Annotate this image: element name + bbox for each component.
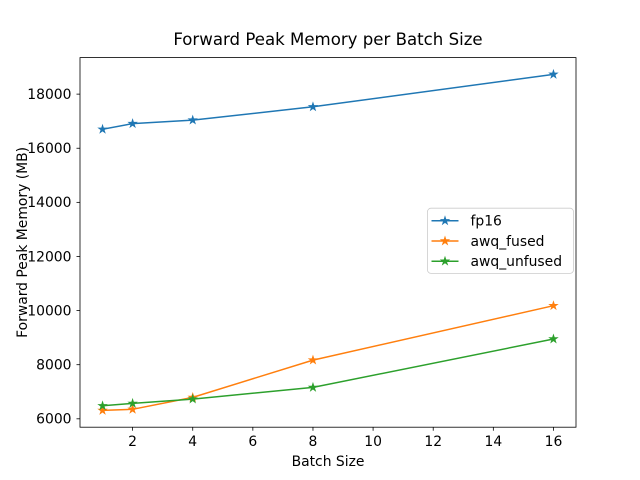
x-tick-label: 10: [364, 434, 382, 450]
data-point-fp16-bs16: [548, 68, 559, 79]
x-tick-label: 14: [484, 434, 502, 450]
data-point-awq_fused-bs8: [307, 354, 319, 365]
legend: fp16 awq_fused awq_unfused: [427, 207, 574, 274]
data-point-fp16-bs8: [307, 101, 319, 112]
chart-title: Forward Peak Memory per Batch Size: [173, 30, 482, 49]
data-point-awq_fused-bs2: [127, 403, 138, 414]
x-axis-ticks: 2 4 6 8 10 12 14 16: [128, 427, 562, 450]
data-point-awq_unfused-bs2: [127, 397, 138, 408]
y-tick-label: 18000: [27, 87, 71, 103]
x-tick-label: 4: [188, 434, 197, 450]
x-axis-label: Batch Size: [292, 454, 365, 470]
y-tick-label: 12000: [27, 249, 71, 265]
data-point-awq_unfused-bs4: [187, 393, 198, 404]
legend-marker-awq_unfused: [439, 255, 451, 266]
y-tick-label: 8000: [36, 357, 71, 373]
series-line-fp16: [102, 73, 554, 131]
data-point-fp16-bs2: [127, 118, 138, 129]
series-line-awq_unfused: [102, 338, 554, 407]
x-tick-label: 8: [309, 434, 318, 450]
legend-marker-fp16: [439, 215, 451, 226]
data-point-awq_unfused-bs16: [548, 333, 559, 344]
data-point-awq_fused-bs16: [548, 300, 559, 311]
legend-label-awq_fused: awq_fused: [471, 234, 545, 250]
y-axis-ticks: 6000 8000 10000 12000 14000 16000 18000: [27, 87, 80, 428]
y-tick-label: 6000: [36, 412, 71, 428]
y-tick-label: 14000: [27, 195, 71, 211]
x-tick-label: 16: [545, 434, 563, 450]
y-tick-label: 10000: [27, 303, 71, 319]
y-tick-label: 16000: [27, 141, 71, 157]
data-series: [97, 68, 559, 415]
legend-label-awq_unfused: awq_unfused: [471, 254, 563, 270]
y-axis-label: Forward Peak Memory (MB): [15, 147, 31, 338]
x-tick-label: 2: [128, 434, 137, 450]
legend-label-fp16: fp16: [471, 214, 502, 230]
data-point-awq_unfused-bs8: [307, 381, 319, 392]
data-point-awq_unfused-bs1: [97, 400, 108, 411]
legend-marker-awq_fused: [439, 235, 451, 246]
data-point-awq_fused-bs1: [97, 404, 108, 415]
x-tick-label: 6: [248, 434, 257, 450]
data-point-fp16-bs4: [187, 114, 198, 125]
data-point-fp16-bs1: [97, 123, 108, 134]
x-tick-label: 12: [424, 434, 442, 450]
series-line-awq_fused: [102, 304, 554, 412]
legend-frame: [427, 207, 574, 274]
plot-border: [79, 57, 577, 428]
